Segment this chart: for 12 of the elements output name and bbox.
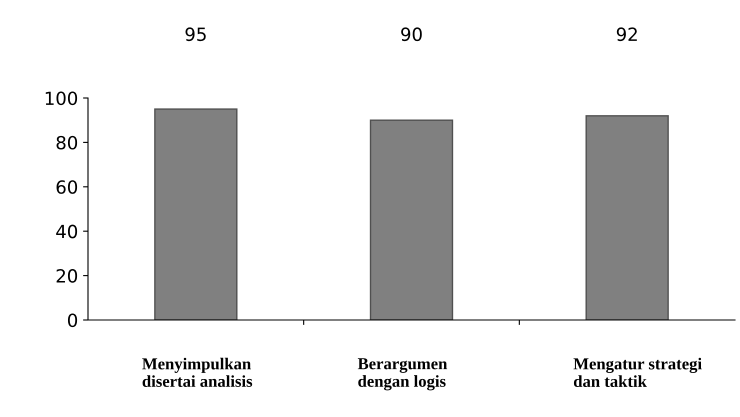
y-tick-label: 60 [56,180,78,194]
x-tick-label: Menyimpulkan disertai analisis [142,358,252,387]
y-tick-label: 100 [46,91,78,106]
y-tick-label: 0 [68,313,78,328]
data-label: 90 [401,27,422,42]
x-tick-label: Berargumen dengan logis [358,358,448,390]
data-label: 95 [185,27,206,42]
data-label: 92 [616,27,637,42]
y-tick-label: 80 [56,136,78,150]
y-tick-label: 40 [56,224,78,238]
x-tick-label: Mengatur strategi dan taktik [574,358,702,388]
y-tick-label: 20 [56,269,78,283]
